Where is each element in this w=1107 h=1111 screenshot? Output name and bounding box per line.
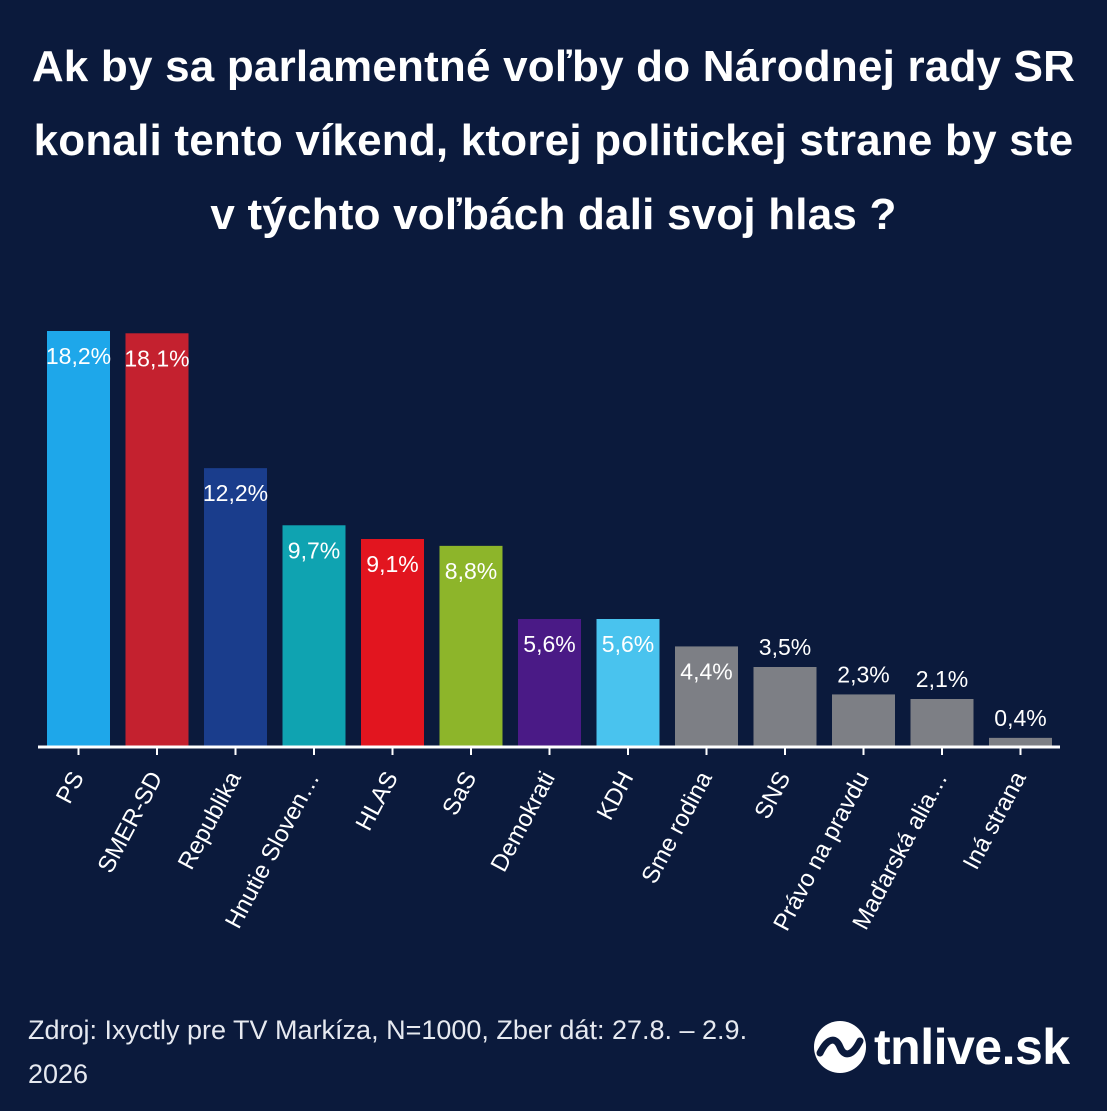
category-label: PS	[51, 767, 90, 808]
category-label: SNS	[749, 767, 796, 823]
bar-8	[675, 646, 738, 747]
bar-11	[910, 699, 974, 747]
bar-value-label: 3,5%	[759, 634, 811, 660]
bar-4	[361, 539, 424, 747]
bar-value-label: 0,4%	[994, 705, 1046, 731]
category-label: SMER-SD	[93, 767, 169, 877]
category-label: Iná strana	[958, 767, 1032, 874]
category-label: Demokrati	[486, 767, 561, 876]
chart-title: Ak by sa parlamentné voľby do Národnej r…	[31, 42, 1076, 239]
category-label: KDH	[592, 767, 640, 824]
bar-value-label: 5,6%	[602, 631, 654, 657]
bar-2	[204, 468, 267, 747]
bar-value-label: 9,1%	[366, 551, 418, 577]
category-label: Sme rodina	[636, 767, 718, 889]
bar-10	[832, 694, 895, 747]
bar-value-label: 8,8%	[445, 558, 497, 584]
bar-value-label: 18,1%	[124, 345, 189, 371]
bar-3	[282, 525, 346, 747]
bar-12	[989, 737, 1052, 747]
category-label: HLAS	[351, 767, 404, 835]
bar-value-label: 12,2%	[203, 480, 268, 506]
bar-1	[125, 333, 189, 747]
bar-value-label: 5,6%	[523, 631, 575, 657]
bar-value-label: 4,4%	[680, 658, 732, 684]
bar-5	[439, 545, 503, 747]
brand-name: tnlive.sk	[874, 1019, 1070, 1075]
bar-chart: 18,2%PS18,1%SMER-SD12,2%Republika9,7%Hnu…	[38, 331, 1060, 935]
bar-value-label: 9,7%	[288, 537, 340, 563]
bar-value-label: 2,3%	[837, 661, 889, 687]
bar-6	[518, 619, 581, 747]
bar-7	[596, 619, 660, 747]
bar-value-label: 2,1%	[916, 666, 968, 692]
category-label: Republika	[173, 767, 247, 874]
bar-9	[753, 667, 817, 747]
tn-logo-icon	[814, 1021, 866, 1073]
bar-value-label: 18,2%	[46, 343, 111, 369]
bar-0	[47, 331, 110, 747]
source-note: Zdroj: Ixyctly pre TV Markíza, N=1000, Z…	[28, 1015, 748, 1089]
category-label: SaS	[437, 767, 482, 820]
brand-logo[interactable]: tnlive.sk	[812, 1012, 1092, 1082]
